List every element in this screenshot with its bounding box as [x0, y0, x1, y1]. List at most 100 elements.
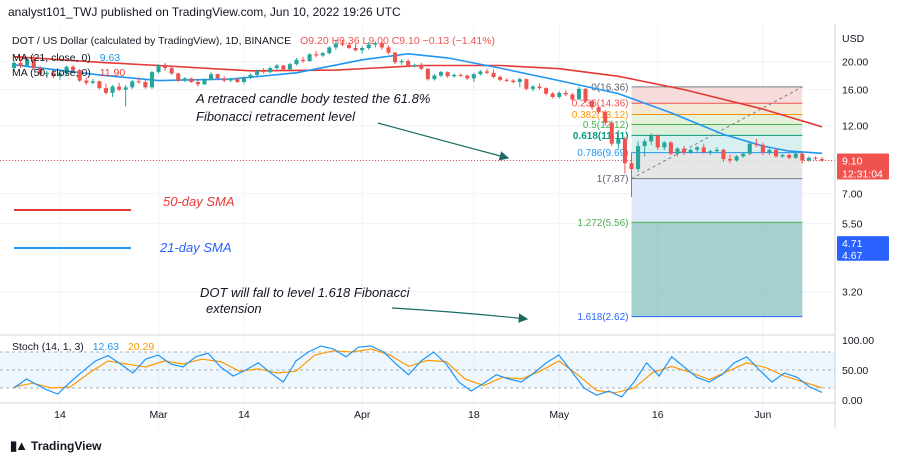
- candle: [504, 78, 509, 83]
- candle: [622, 136, 627, 174]
- candle: [557, 91, 562, 99]
- candle: [182, 76, 187, 83]
- candle: [287, 62, 292, 71]
- candle: [432, 74, 437, 81]
- candle: [491, 69, 496, 79]
- annotation-retrace: Fibonacci retracement level: [196, 109, 356, 124]
- candle: [767, 148, 772, 156]
- annotation-fall: DOT will fall to level 1.618 Fibonacci: [200, 285, 411, 300]
- candle: [346, 43, 352, 50]
- sma21-line: [13, 52, 823, 155]
- candle: [708, 149, 713, 156]
- candle: [800, 152, 805, 164]
- candle: [603, 110, 608, 126]
- candle: [294, 57, 299, 66]
- price-tick-label: 5.50: [842, 219, 863, 231]
- candle: [261, 68, 266, 74]
- annotation-arrow: [377, 122, 510, 161]
- candle: [570, 92, 575, 102]
- stoch-k-line: [13, 345, 823, 398]
- candle: [452, 73, 457, 78]
- stochastic-panel: 100.00 50.00 0.00: [0, 335, 874, 407]
- price-tick-label: 3.20: [842, 287, 863, 299]
- candle: [228, 77, 233, 83]
- candle: [642, 138, 647, 157]
- candle: [754, 138, 759, 148]
- candle: [662, 141, 667, 150]
- candle: [425, 68, 430, 81]
- fib-band: [631, 135, 803, 153]
- candle: [819, 156, 825, 162]
- candle: [241, 76, 246, 84]
- time-tick-label: May: [549, 409, 570, 421]
- candle: [268, 66, 273, 74]
- legend-ma50: MA (50, close, 0) 11.90: [12, 67, 125, 79]
- price-axis[interactable]: USD 20.00 16.00 12.00 7.00 5.50 3.20: [842, 33, 868, 299]
- time-tick-label: Mar: [149, 409, 168, 421]
- candle: [360, 46, 365, 54]
- candle: [25, 56, 30, 67]
- candle: [616, 129, 621, 149]
- candle: [209, 72, 214, 81]
- time-axis[interactable]: 14 Mar 14 Apr 18 May 16 Jun: [54, 409, 771, 421]
- candle: [583, 88, 588, 103]
- candle: [793, 151, 798, 160]
- candle: [688, 148, 693, 154]
- tradingview-logo[interactable]: ▮▲ TradingView: [10, 438, 102, 454]
- candle: [813, 156, 818, 161]
- svg-text:4.67: 4.67: [842, 250, 863, 262]
- candle: [103, 83, 109, 95]
- candle: [741, 152, 746, 158]
- candle: [438, 70, 444, 77]
- candle: [333, 39, 338, 50]
- price-tick-label: 16.00: [842, 85, 868, 97]
- tradingview-logo-icon: ▮▲: [10, 438, 28, 453]
- time-tick-label: Jun: [754, 409, 771, 421]
- candle: [301, 56, 306, 63]
- time-tick-label: Apr: [354, 409, 371, 421]
- currency-label: USD: [842, 33, 865, 45]
- fib-band: [631, 103, 803, 115]
- candle: [787, 153, 792, 160]
- candle: [38, 66, 43, 77]
- candle: [695, 146, 700, 153]
- candle: [136, 77, 141, 84]
- candle: [274, 64, 279, 70]
- candle: [419, 62, 424, 71]
- fibonacci-retracement[interactable]: 0(16.36)0.236(14.36)0.382(13.12)0.5(12.1…: [572, 82, 803, 323]
- candle: [215, 73, 220, 80]
- candle: [563, 90, 568, 97]
- fib-trend-line: [631, 86, 803, 180]
- candle: [386, 45, 391, 55]
- fib-level-label: 0(16.36): [591, 82, 628, 93]
- moving-averages: [13, 52, 823, 155]
- candle: [576, 86, 581, 101]
- legend-ma21: MA (21, close, 0) 9.63: [12, 52, 120, 64]
- candle: [780, 153, 785, 158]
- candle: [189, 77, 194, 83]
- fib-level-label: 0.236(14.36): [572, 99, 629, 110]
- stoch-legend: Stoch (14, 1, 3) 12.63 20.29: [12, 341, 154, 353]
- level-tag: 4.71: [837, 236, 889, 250]
- candle: [143, 79, 148, 89]
- candle: [412, 63, 417, 68]
- sma50-line: [13, 55, 823, 128]
- candle: [327, 46, 332, 55]
- fib-level-label: 0.382(13.12): [572, 110, 629, 121]
- annotation-retrace: A retraced candle body tested the 61.8%: [195, 91, 430, 106]
- candle: [760, 142, 765, 156]
- annotation-sma50: 50-day SMA: [163, 194, 235, 209]
- annotations: A retraced candle body tested the 61.8% F…: [14, 91, 529, 323]
- candle: [550, 92, 555, 99]
- candle: [714, 147, 719, 153]
- candle: [77, 68, 82, 83]
- candle: [498, 75, 503, 82]
- candle: [747, 141, 752, 156]
- svg-text:9.10: 9.10: [842, 155, 863, 167]
- candle: [110, 85, 115, 97]
- candle: [90, 79, 95, 85]
- candle: [596, 105, 601, 114]
- candle: [609, 120, 614, 147]
